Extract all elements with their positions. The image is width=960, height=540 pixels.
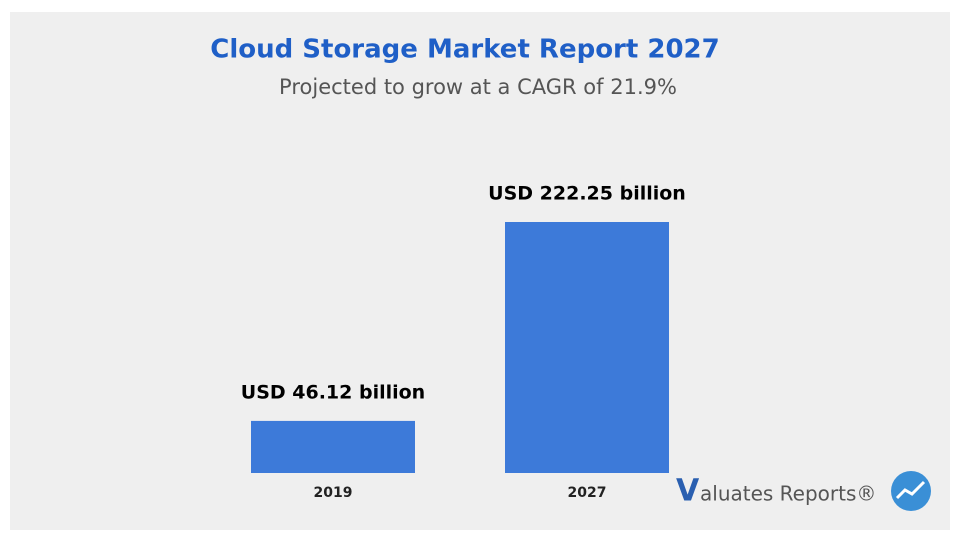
x-tick-label: 2027 bbox=[568, 485, 607, 501]
value-label: USD 46.12 billion bbox=[241, 381, 425, 403]
value-label: USD 222.25 billion bbox=[488, 183, 686, 205]
chart-title: Cloud Storage Market Report 2027 bbox=[210, 35, 719, 65]
logo-mark: V bbox=[676, 474, 700, 509]
logo: V aluates Reports® bbox=[676, 471, 931, 511]
bar bbox=[251, 420, 415, 473]
panel bbox=[10, 12, 950, 530]
logo-icon-line bbox=[895, 480, 926, 500]
x-tick-label: 2019 bbox=[314, 485, 353, 501]
logo-icon bbox=[891, 471, 931, 511]
chart-subtitle: Projected to grow at a CAGR of 21.9% bbox=[279, 75, 677, 99]
logo-text: aluates Reports® bbox=[700, 482, 876, 506]
bar bbox=[505, 222, 669, 473]
